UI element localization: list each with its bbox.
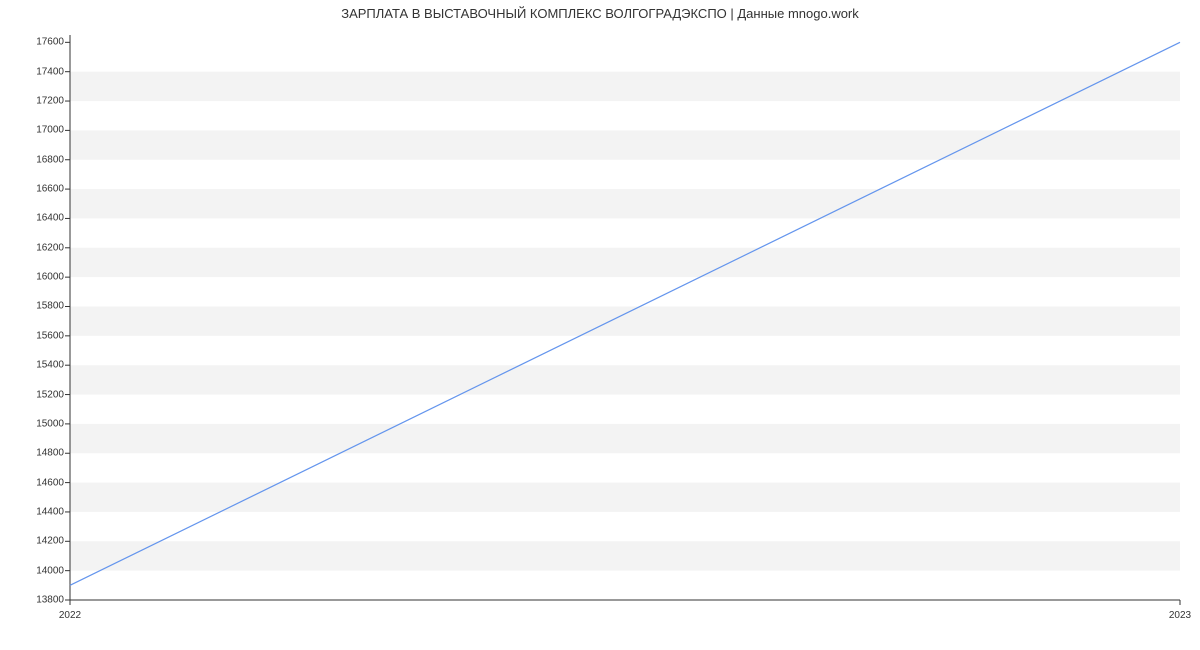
y-tick-label: 13800 xyxy=(4,595,64,606)
y-tick-label: 16800 xyxy=(4,154,64,165)
y-tick-label: 14600 xyxy=(4,477,64,488)
y-tick-label: 15200 xyxy=(4,389,64,400)
y-tick-label: 14200 xyxy=(4,536,64,547)
plot-svg xyxy=(70,35,1180,600)
x-tick-label: 2022 xyxy=(59,610,81,621)
plot-area xyxy=(70,35,1180,600)
y-tick-label: 16600 xyxy=(4,184,64,195)
y-tick-label: 17400 xyxy=(4,66,64,77)
y-tick-label: 14400 xyxy=(4,506,64,517)
x-tick-label: 2023 xyxy=(1169,610,1191,621)
y-tick-label: 17600 xyxy=(4,37,64,48)
y-tick-label: 14000 xyxy=(4,565,64,576)
y-tick-label: 15400 xyxy=(4,360,64,371)
y-tick-label: 15600 xyxy=(4,330,64,341)
y-tick-label: 16400 xyxy=(4,213,64,224)
y-tick-label: 14800 xyxy=(4,448,64,459)
y-tick-label: 17200 xyxy=(4,96,64,107)
y-tick-label: 17000 xyxy=(4,125,64,136)
y-tick-label: 16000 xyxy=(4,272,64,283)
chart-title: ЗАРПЛАТА В ВЫСТАВОЧНЫЙ КОМПЛЕКС ВОЛГОГРА… xyxy=(0,6,1200,21)
y-tick-label: 16200 xyxy=(4,242,64,253)
y-tick-label: 15800 xyxy=(4,301,64,312)
y-tick-label: 15000 xyxy=(4,418,64,429)
salary-line-chart: ЗАРПЛАТА В ВЫСТАВОЧНЫЙ КОМПЛЕКС ВОЛГОГРА… xyxy=(0,0,1200,650)
